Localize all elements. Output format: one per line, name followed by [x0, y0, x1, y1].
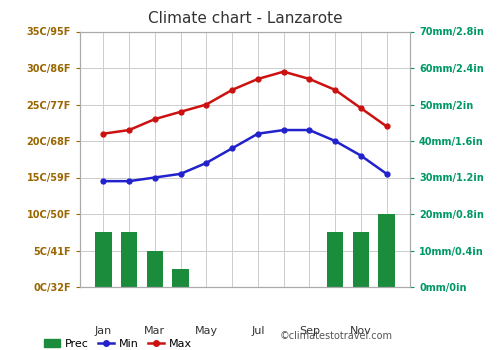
Title: Climate chart - Lanzarote: Climate chart - Lanzarote: [148, 11, 342, 26]
Bar: [352, 232, 369, 287]
Bar: [378, 214, 395, 287]
Text: Sep: Sep: [299, 326, 320, 336]
Text: May: May: [195, 326, 218, 336]
Bar: [146, 251, 163, 287]
Text: ©climatestotravel.com: ©climatestotravel.com: [280, 331, 393, 341]
Text: Mar: Mar: [144, 326, 166, 336]
Bar: [95, 232, 112, 287]
Text: Jul: Jul: [251, 326, 264, 336]
Bar: [327, 232, 344, 287]
Bar: [172, 269, 189, 287]
Text: Jan: Jan: [94, 326, 112, 336]
Bar: [121, 232, 138, 287]
Text: Nov: Nov: [350, 326, 372, 336]
Legend: Prec, Min, Max: Prec, Min, Max: [40, 334, 196, 350]
